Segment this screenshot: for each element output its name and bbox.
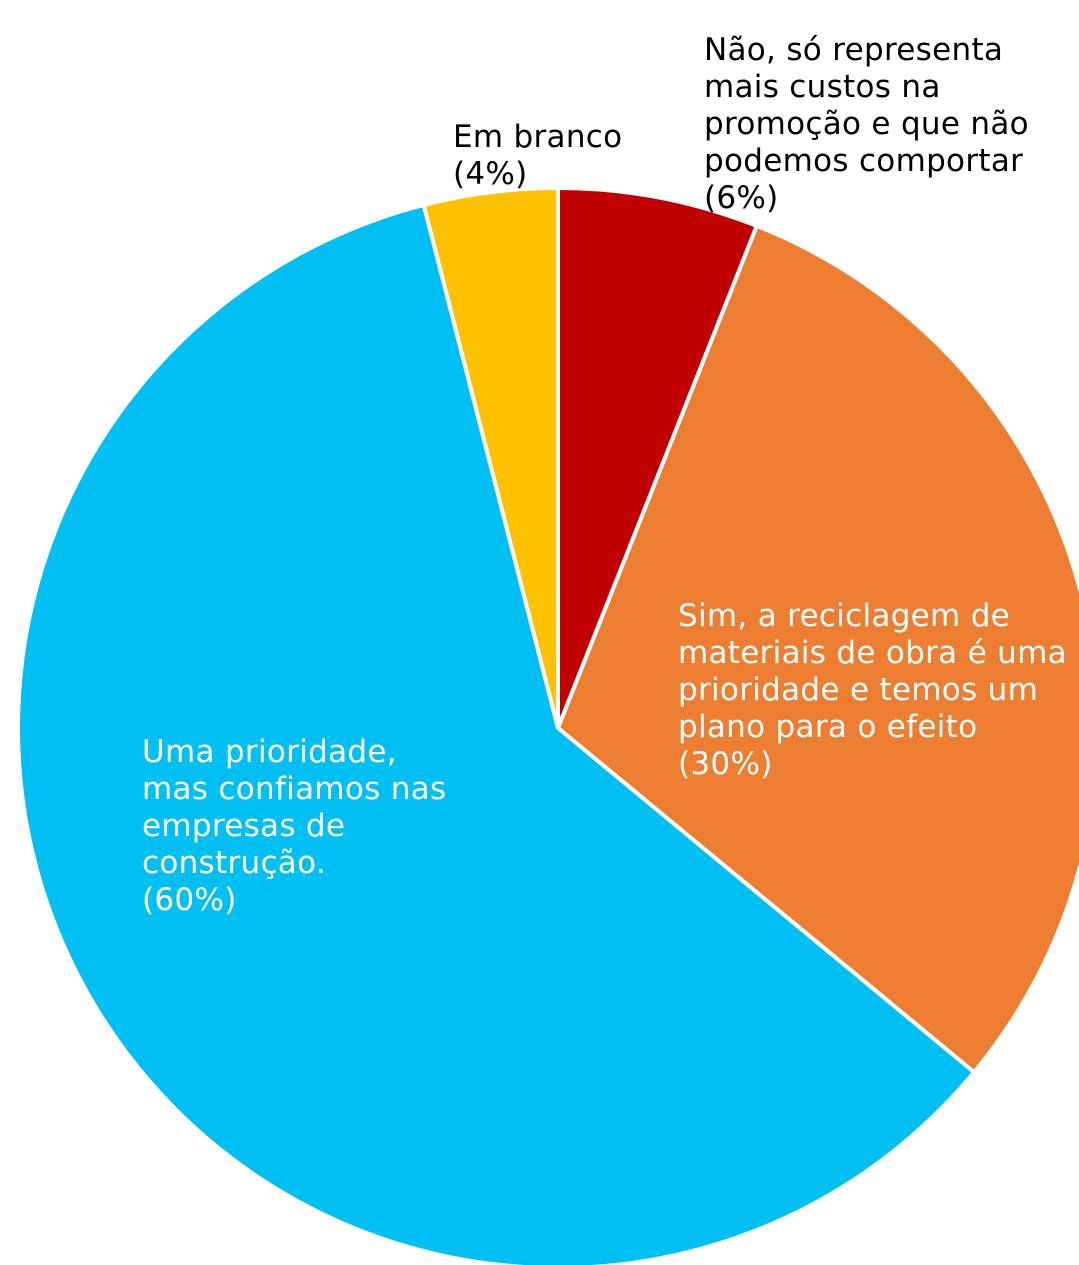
pie-slice-label-1: Sim, a reciclagem de materiais de obra é …	[678, 598, 1067, 782]
slice-label-line: mais custos na	[704, 69, 941, 105]
slice-value-label: (30%)	[678, 746, 773, 782]
slice-value-label: (60%)	[142, 882, 237, 918]
pie-labels: Não, só representa mais custos na promoção…	[142, 32, 1067, 918]
pie-slice-label-0: Não, só representa mais custos na promoção…	[704, 32, 1029, 216]
slice-value-label: (6%)	[704, 180, 779, 216]
slice-label-line: podemos comportar	[704, 143, 1023, 179]
slice-label-line: plano para o efeito	[678, 709, 977, 745]
slice-label-line: Em branco	[453, 119, 622, 155]
pie-slice-2	[16, 202, 977, 1265]
slice-label-line: Não, só representa	[704, 32, 1003, 68]
pie-slice-label-2: Uma prioridade, mas confiamos nas empresas…	[142, 734, 446, 918]
pie-slice-3	[421, 186, 560, 730]
pie-slice-label-3: Em branco (4%)	[453, 119, 622, 192]
slice-label-line: construção.	[142, 845, 326, 881]
slice-label-line: Uma prioridade,	[142, 734, 397, 770]
pie-slice-0	[556, 186, 759, 730]
slice-label-line: materiais de obra é uma	[678, 635, 1067, 671]
slice-label-line: prioridade e temos um	[678, 672, 1038, 708]
slice-label-line: Sim, a reciclagem de	[678, 598, 1010, 634]
slice-label-line: empresas de	[142, 808, 345, 844]
pie-slice-1	[556, 223, 1079, 1075]
slice-value-label: (4%)	[453, 156, 528, 192]
slice-label-line: mas confiamos nas	[142, 771, 446, 807]
pie-slices	[16, 186, 1079, 1265]
slice-label-line: promoção e que não	[704, 106, 1029, 142]
